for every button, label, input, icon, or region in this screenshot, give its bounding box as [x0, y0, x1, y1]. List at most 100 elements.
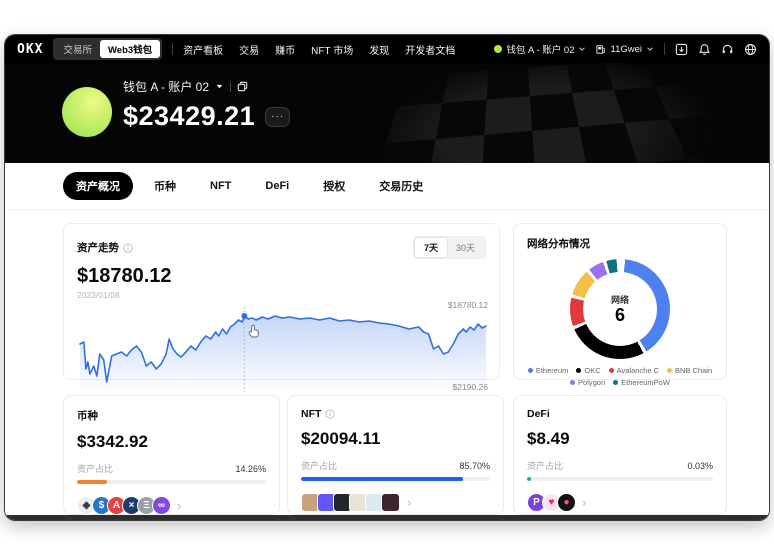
switch-exchange-button[interactable]: 交易所: [55, 40, 100, 58]
tab-授权[interactable]: 授权: [310, 172, 358, 200]
ratio-label: 资产占比: [301, 461, 338, 471]
wallet-selector-label: 钱包 A - 账户 02: [506, 45, 575, 56]
asset-trend-card: 资产走势 7天 30天 $18780.12 2023/01/08: [63, 223, 500, 394]
coins-summary-card[interactable]: 币种 $3342.92 资产占比 14.26% ◆ $ A × Ξ ∞ ›: [63, 395, 280, 515]
page-content: 资产概况 币种 NFT DeFi 授权 交易历史 资产走势 7天 30天 $1878: [5, 163, 769, 515]
total-balance: $23429.21: [123, 101, 256, 131]
globe-icon: [745, 43, 756, 55]
language-button[interactable]: [744, 43, 757, 56]
line-chart: [79, 307, 487, 394]
chart-max-label: $18780.12: [447, 300, 488, 310]
legend-item: Avalanche C: [608, 366, 659, 375]
divider: [230, 81, 232, 92]
section-tabs: 资产概况 币种 NFT DeFi 授权 交易历史: [5, 163, 769, 210]
info-icon[interactable]: [123, 242, 133, 253]
nav-menu-item[interactable]: 赚币: [275, 45, 296, 57]
coins-card-title: 币种: [77, 410, 98, 422]
ratio-percent: 14.26%: [235, 463, 266, 474]
divider: [172, 43, 174, 55]
wallet-avatar: [62, 87, 112, 137]
wallet-status-dot: [494, 45, 503, 53]
trend-value: $18780.12: [77, 265, 172, 287]
gas-price-label: 11Gwei: [610, 43, 642, 55]
nft-summary-card[interactable]: NFT $20094.11 资产占比 85.70%: [287, 395, 504, 515]
top-navbar: OKX 交易所 Web3钱包 资产看板 交易 赚币 NFT 市场 发现 开发者文档 钱包 …: [5, 35, 769, 63]
network-legend: Ethereum OKC Avalanche C BNB Chain Polygon Et…: [527, 366, 713, 387]
wallet-name: 钱包 A - 账户 02: [123, 80, 210, 94]
ratio-bar-fill: [527, 477, 531, 481]
download-icon: [675, 43, 688, 55]
legend-item: Ethereum: [527, 366, 568, 375]
tab-NFT[interactable]: NFT: [197, 174, 244, 198]
nav-menu-item[interactable]: 发现: [369, 45, 390, 57]
legend-dot: [613, 380, 619, 385]
donut-center: 网络 6: [570, 259, 670, 359]
copy-address-icon[interactable]: [237, 81, 248, 92]
defi-protocol-icon: ●: [557, 493, 576, 512]
network-donut-chart[interactable]: 网络 6: [570, 259, 670, 359]
tab-资产概况[interactable]: 资产概况: [63, 172, 133, 200]
polygon-token-icon: ∞: [152, 496, 171, 515]
tab-币种[interactable]: 币种: [141, 172, 189, 200]
nft-total-value: $20094.11: [301, 429, 381, 448]
ratio-bar-fill: [77, 480, 108, 484]
product-switcher: 交易所 Web3钱包: [53, 38, 163, 60]
switch-web3-wallet-button[interactable]: Web3钱包: [100, 40, 161, 58]
okx-logo[interactable]: OKX: [17, 41, 44, 57]
nft-thumb: [381, 493, 400, 512]
trend-date: 2023/01/08: [77, 290, 120, 300]
legend-dot: [608, 368, 614, 373]
gas-indicator[interactable]: 11Gwei: [596, 44, 654, 55]
coin-icon-row: ◆ $ A × Ξ ∞ ›: [77, 496, 266, 515]
defi-total-value: $8.49: [527, 429, 570, 448]
nav-menu-item[interactable]: NFT 市场: [311, 45, 354, 57]
legend-dot: [527, 368, 533, 373]
chevron-down-icon: [647, 47, 653, 51]
legend-dot: [576, 368, 582, 373]
fuel-pump-icon: [596, 44, 606, 54]
defi-card-title: DeFi: [527, 408, 550, 420]
legend-dot: [570, 380, 576, 385]
checkerboard-decoration: [348, 63, 769, 163]
legend-item: EthereumPoW: [613, 378, 670, 387]
donut-ring: [570, 259, 670, 359]
legend-dot: [667, 368, 673, 373]
nft-thumb-row: ›: [301, 493, 490, 512]
chevron-right-icon[interactable]: ›: [177, 498, 182, 513]
range-30d-button[interactable]: 30天: [447, 238, 484, 257]
nav-menu-item[interactable]: 资产看板: [183, 45, 224, 57]
navbar-right: 钱包 A - 账户 02 11Gwei: [494, 42, 757, 56]
nft-card-title: NFT: [301, 408, 322, 420]
notifications-button[interactable]: [698, 43, 711, 56]
nav-menu-item[interactable]: 交易: [239, 45, 260, 57]
headset-icon: [722, 44, 733, 53]
ratio-label: 资产占比: [527, 461, 564, 471]
divider: [664, 43, 665, 55]
defi-summary-card[interactable]: DeFi $8.49 资产占比 0.03% P ♥ ● ›: [513, 395, 727, 515]
wallet-selector[interactable]: 钱包 A - 账户 02: [494, 42, 586, 56]
chevron-right-icon[interactable]: ›: [407, 495, 412, 510]
ratio-percent: 85.70%: [459, 460, 490, 471]
tab-DeFi[interactable]: DeFi: [252, 174, 302, 198]
nav-menu-item[interactable]: 开发者文档: [405, 45, 456, 57]
legend-item: OKC: [576, 366, 601, 375]
download-app-button[interactable]: [675, 43, 688, 56]
trend-chart[interactable]: $18780.12 $2190.26: [77, 300, 488, 394]
support-button[interactable]: [721, 43, 734, 56]
chevron-down-icon: [579, 47, 586, 51]
more-actions-button[interactable]: ···: [265, 106, 291, 127]
legend-item: Polygon: [570, 378, 605, 387]
app-window: OKX 交易所 Web3钱包 资产看板 交易 赚币 NFT 市场 发现 开发者文档 钱包 …: [5, 35, 769, 520]
trend-card-title: 资产走势: [77, 242, 119, 254]
ratio-bar: [301, 477, 490, 481]
coins-total-value: $3342.92: [77, 432, 148, 451]
network-distribution-card: 网络分布情况 网络 6 Ethereum OKC Avalanche C BNB Ch…: [513, 223, 727, 387]
info-icon[interactable]: [325, 409, 336, 419]
caret-down-icon[interactable]: [215, 82, 224, 91]
ratio-bar: [77, 480, 266, 484]
tab-交易历史[interactable]: 交易历史: [366, 172, 436, 200]
ratio-bar: [527, 477, 713, 481]
range-7d-button[interactable]: 7天: [414, 238, 447, 257]
bell-icon: [699, 43, 710, 55]
chevron-right-icon[interactable]: ›: [582, 495, 587, 510]
